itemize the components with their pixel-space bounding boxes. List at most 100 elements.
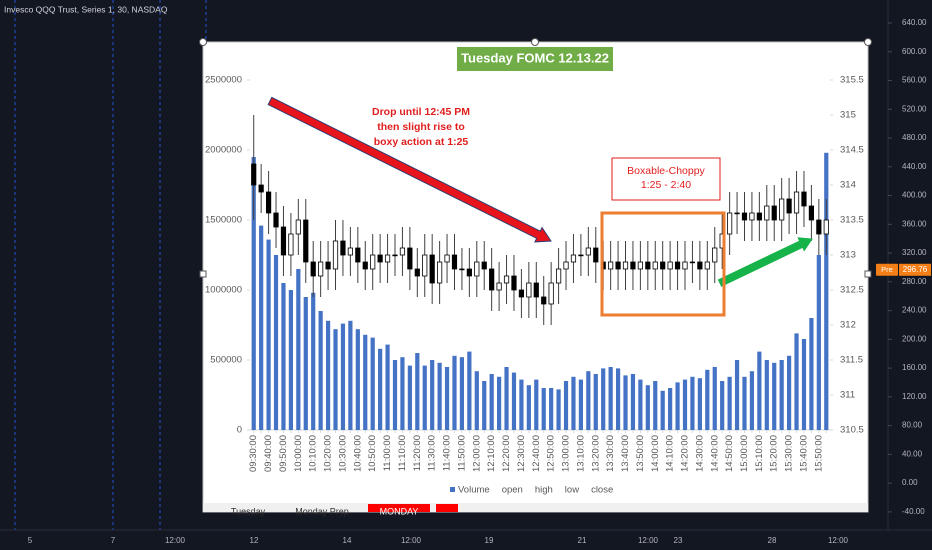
y-tick-label: 1000000	[205, 285, 242, 296]
volume-bar	[482, 381, 487, 430]
x-tick-label: 14:40:00	[709, 435, 720, 472]
price-tick-label: 400.00	[902, 191, 927, 200]
x-tick-label: 12:00:00	[471, 435, 482, 472]
volume-bar	[809, 318, 814, 430]
volume-bar	[526, 385, 531, 430]
candle-body	[771, 205, 777, 221]
y2-tick-label: 312	[840, 320, 856, 331]
volume-bar	[519, 379, 524, 430]
time-label: 28	[768, 536, 777, 545]
y2-tick-label: 312.5	[840, 285, 864, 296]
volume-bar	[779, 360, 784, 430]
volume-bar	[742, 376, 747, 430]
sheet-tab[interactable]	[228, 504, 268, 512]
candle-body	[459, 268, 465, 271]
candle-body	[801, 191, 807, 207]
resize-handle[interactable]	[864, 38, 872, 46]
x-tick-label: 11:50:00	[456, 435, 467, 471]
candle-body	[265, 191, 272, 214]
sheet-tab-label[interactable]: Tuesday	[231, 506, 266, 516]
x-tick-label: 13:40:00	[620, 435, 631, 472]
time-label: 7	[111, 536, 116, 545]
candle-body	[429, 254, 435, 284]
volume-bar	[407, 365, 412, 430]
volume-bar	[749, 371, 755, 430]
volume-bar	[601, 368, 606, 430]
sheet-tab-label[interactable]: MONDAY	[380, 506, 419, 516]
y2-tick-label: 314	[840, 180, 856, 191]
volume-bar	[333, 329, 338, 430]
legend-swatch	[450, 487, 455, 492]
x-tick-label: 11:00:00	[382, 435, 393, 471]
candle-body	[295, 219, 301, 235]
candle-body	[332, 240, 339, 270]
price-badge-value: 296.76	[903, 265, 928, 274]
candle-body	[570, 254, 577, 263]
symbol-header: Invesco QQQ Trust, Series 1, 30, NASDAQ	[4, 4, 168, 14]
y2-tick-label: 311	[840, 390, 855, 401]
candle-body	[481, 261, 487, 270]
time-label: 23	[674, 536, 683, 545]
volume-bar	[296, 269, 301, 430]
green-arrow	[717, 237, 813, 287]
candle-body	[407, 247, 413, 270]
time-label: 19	[485, 536, 494, 545]
x-tick-label: 11:20:00	[412, 435, 423, 471]
volume-bar	[311, 292, 316, 430]
candle-body	[399, 247, 406, 256]
price-tick-label: 40.00	[902, 449, 923, 458]
sheet-tab[interactable]	[436, 504, 458, 512]
sheet-tab[interactable]	[286, 504, 358, 512]
candle-body	[756, 212, 762, 221]
candle-body	[288, 233, 294, 256]
volume-bar	[355, 329, 360, 430]
volume-bar	[363, 334, 368, 430]
volume-bar	[578, 379, 583, 430]
price-tick-label: 240.00	[902, 306, 927, 315]
x-tick-label: 13:10:00	[575, 435, 586, 472]
resize-handle[interactable]	[864, 270, 872, 278]
resize-handle[interactable]	[531, 38, 539, 46]
candle-body	[318, 261, 324, 277]
volume-bar	[400, 357, 405, 430]
candle-body	[466, 268, 472, 277]
volume-bar	[318, 311, 323, 430]
volume-bar	[734, 360, 740, 430]
chart-title: Tuesday FOMC 12.13.22	[461, 50, 609, 65]
time-label: 12:00	[638, 536, 659, 545]
candle-body	[273, 212, 279, 228]
candle-body	[511, 275, 517, 291]
sheet-tab[interactable]	[368, 504, 430, 512]
candle-body	[474, 261, 480, 277]
candle-body	[793, 191, 800, 214]
candle-body	[727, 212, 733, 235]
volume-bar	[772, 362, 777, 430]
candle-body	[660, 261, 666, 270]
y2-tick-label: 314.5	[840, 145, 864, 156]
volume-bar	[303, 297, 308, 430]
volume-bar	[273, 255, 279, 430]
candle-body	[392, 254, 398, 257]
volume-bar	[682, 379, 688, 430]
price-tick-label: 440.00	[902, 162, 927, 171]
resize-handle[interactable]	[199, 38, 207, 46]
sheet-tab-label[interactable]: Monday Prep	[295, 506, 349, 516]
x-tick-label: 14:50:00	[724, 435, 735, 472]
candle-body	[325, 261, 331, 270]
x-tick-label: 15:00:00	[739, 435, 750, 472]
candle-body	[541, 296, 547, 305]
resize-handle[interactable]	[199, 270, 207, 278]
candle-body	[808, 205, 815, 221]
volume-bar	[764, 360, 769, 430]
volume-bar	[340, 323, 346, 430]
volume-bar	[824, 152, 829, 431]
volume-bar	[504, 367, 509, 430]
y2-tick-label: 311.5	[840, 355, 863, 366]
x-tick-label: 10:50:00	[367, 435, 378, 472]
volume-bar	[511, 372, 517, 430]
price-badge-bg	[899, 263, 931, 276]
price-tick-label: 160.00	[902, 363, 927, 372]
candle-body	[503, 275, 510, 284]
price-tick-label: 0.00	[902, 478, 918, 487]
